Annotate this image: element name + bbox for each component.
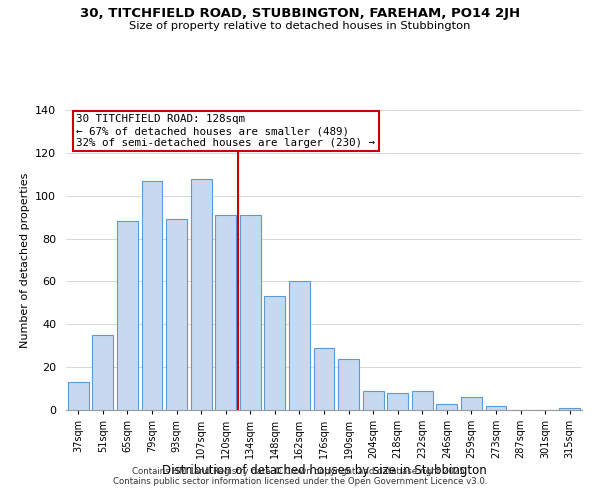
Text: Contains public sector information licensed under the Open Government Licence v3: Contains public sector information licen…: [113, 477, 487, 486]
Text: 30, TITCHFIELD ROAD, STUBBINGTON, FAREHAM, PO14 2JH: 30, TITCHFIELD ROAD, STUBBINGTON, FAREHA…: [80, 8, 520, 20]
Bar: [387, 393, 408, 410]
X-axis label: Distribution of detached houses by size in Stubbington: Distribution of detached houses by size …: [161, 464, 487, 477]
Bar: [314, 348, 334, 410]
Bar: [240, 215, 261, 410]
Text: 30 TITCHFIELD ROAD: 128sqm
← 67% of detached houses are smaller (489)
32% of sem: 30 TITCHFIELD ROAD: 128sqm ← 67% of deta…: [76, 114, 376, 148]
Bar: [191, 178, 212, 410]
Bar: [215, 215, 236, 410]
Bar: [338, 358, 359, 410]
Y-axis label: Number of detached properties: Number of detached properties: [20, 172, 29, 348]
Bar: [68, 382, 89, 410]
Bar: [362, 390, 383, 410]
Bar: [412, 390, 433, 410]
Bar: [117, 222, 138, 410]
Bar: [142, 180, 163, 410]
Bar: [265, 296, 286, 410]
Text: Size of property relative to detached houses in Stubbington: Size of property relative to detached ho…: [130, 21, 470, 31]
Text: Contains HM Land Registry data © Crown copyright and database right 2025.: Contains HM Land Registry data © Crown c…: [132, 467, 468, 476]
Bar: [166, 220, 187, 410]
Bar: [289, 282, 310, 410]
Bar: [485, 406, 506, 410]
Bar: [461, 397, 482, 410]
Bar: [559, 408, 580, 410]
Bar: [92, 335, 113, 410]
Bar: [436, 404, 457, 410]
